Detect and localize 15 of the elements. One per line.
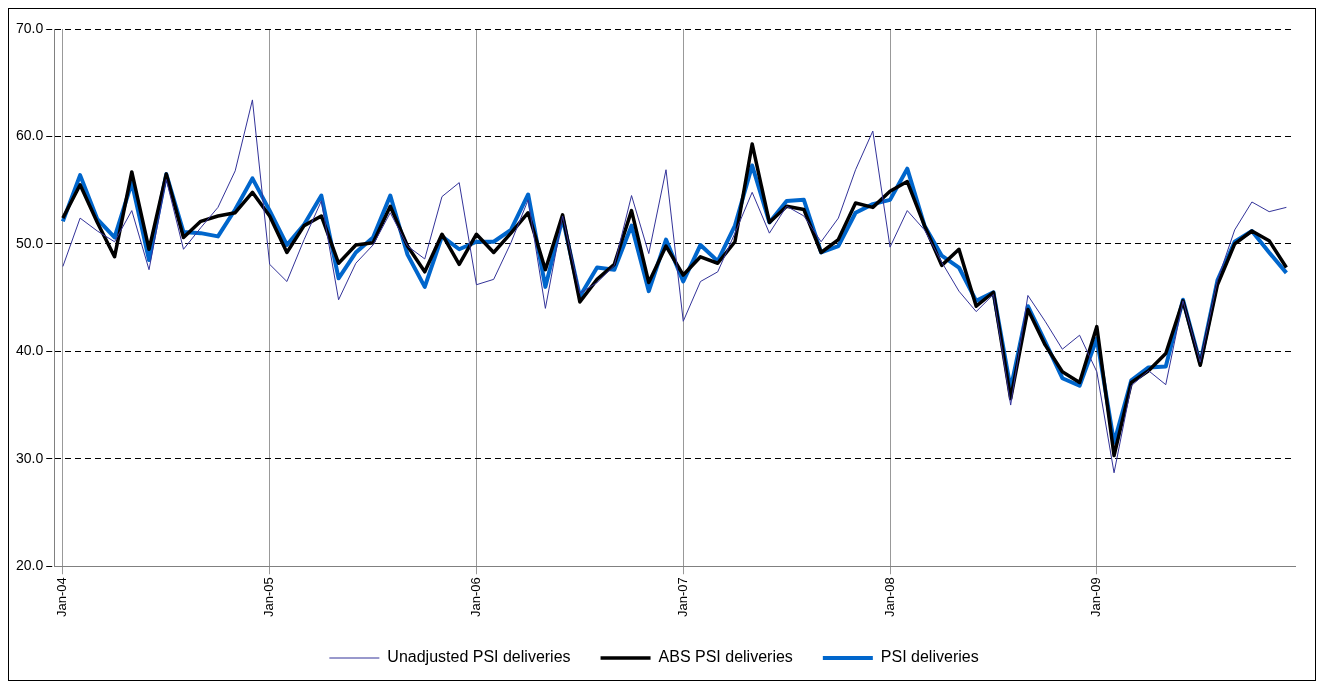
x-tick-label: Jan-08	[881, 577, 897, 617]
x-tick-label: Jan-07	[674, 577, 690, 617]
y-tick-label: 40.0	[16, 342, 44, 359]
x-tick-label: Jan-06	[468, 577, 484, 617]
y-tick-label: 30.0	[16, 449, 44, 466]
y-tick-label: 60.0	[16, 127, 44, 144]
x-tick-label: Jan-09	[1088, 577, 1104, 617]
y-tick-label: 50.0	[16, 234, 44, 251]
legend-label: PSI deliveries	[880, 648, 979, 666]
legend-label: ABS PSI deliveries	[658, 648, 793, 666]
x-tick-label: Jan-04	[54, 577, 70, 617]
legend-label: Unadjusted PSI deliveries	[387, 648, 571, 666]
x-tick-label: Jan-05	[261, 577, 277, 617]
y-tick-label: 20.0	[16, 557, 44, 574]
y-tick-label: 70.0	[16, 19, 44, 36]
